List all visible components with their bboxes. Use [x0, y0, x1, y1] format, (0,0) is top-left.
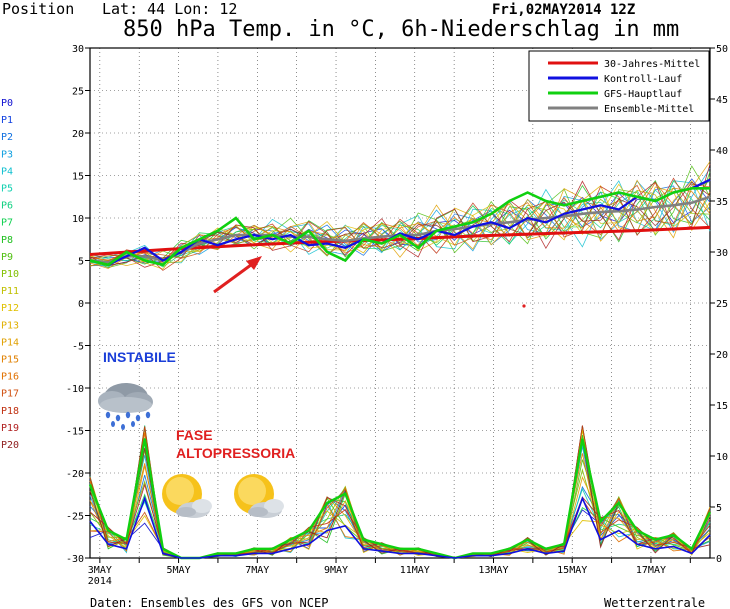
footer-source: Daten: Ensembles des GFS von NCEP [90, 596, 328, 609]
y-right-tick-label: 45 [716, 95, 728, 106]
series-30yr-mean [89, 225, 711, 256]
y-left-tick-label: 30 [72, 44, 84, 55]
main-series-lines [89, 178, 711, 267]
member-label-p6: P6 [1, 201, 13, 212]
y-left-tick-label: -5 [72, 342, 84, 353]
ensemble-member-line-p6 [89, 181, 711, 261]
annotation-fase: FASE [176, 427, 213, 443]
member-label-p8: P8 [1, 235, 13, 246]
y-right-tick-label: 5 [716, 503, 722, 514]
grid [90, 47, 710, 559]
member-label-p10: P10 [1, 269, 19, 280]
legend-label: 30-Jahres-Mittel [604, 59, 700, 70]
y-right-tick-label: 50 [716, 44, 728, 55]
annotation-altopressoria: ALTOPRESSORIA [176, 445, 295, 461]
y-left-tick-label: -25 [66, 512, 84, 523]
precip-line-control [89, 495, 711, 559]
y-left-tick-label: 5 [78, 257, 84, 268]
series-ensemble-mean [89, 195, 711, 264]
member-label-p2: P2 [1, 132, 13, 143]
member-label-p1: P1 [1, 115, 13, 126]
x-tick-sublabel: 2014 [88, 576, 112, 587]
annotation-arrow [213, 256, 262, 294]
legend-label: Kontroll-Lauf [604, 74, 682, 85]
member-label-p7: P7 [1, 218, 13, 229]
precip-dot [522, 304, 526, 308]
member-label-p3: P3 [1, 149, 13, 160]
axes: 302520151050-5-10-15-20-25-3050454035302… [66, 44, 728, 587]
x-tick-label: 11MAY [400, 565, 430, 576]
member-label-p9: P9 [1, 252, 13, 263]
member-label-p4: P4 [1, 166, 13, 177]
ensemble-member-line-p14 [89, 161, 711, 267]
y-left-tick-label: 0 [78, 299, 84, 310]
y-left-tick-label: -10 [66, 384, 84, 395]
annotation-instabile: INSTABILE [103, 349, 176, 365]
x-tick-label: 5MAY [167, 565, 191, 576]
member-label-p19: P19 [1, 423, 19, 434]
y-right-tick-label: 35 [716, 197, 728, 208]
x-tick-label: 7MAY [245, 565, 269, 576]
rain-cloud-icon [98, 383, 153, 430]
member-label-p14: P14 [1, 337, 19, 348]
lat-lon-label: Lat: 44 Lon: 12 [102, 0, 237, 18]
member-label-p15: P15 [1, 355, 19, 366]
legend-label: Ensemble-Mittel [604, 104, 694, 115]
run-timestamp: Fri,02MAY2014 12Z [492, 2, 635, 18]
member-label-p0: P0 [1, 98, 13, 109]
ensemble-member-lines [89, 161, 711, 271]
y-right-tick-label: 25 [716, 299, 728, 310]
x-tick-label: 15MAY [557, 565, 587, 576]
x-tick-label: 17MAY [636, 565, 666, 576]
y-left-tick-label: -20 [66, 469, 84, 480]
member-label-p20: P20 [1, 440, 19, 451]
chart-title: 850 hPa Temp. in °C, 6h-Niederschlag in … [123, 17, 679, 42]
y-right-tick-label: 20 [716, 350, 728, 361]
y-right-tick-label: 0 [716, 554, 722, 565]
y-right-tick-label: 10 [716, 452, 728, 463]
member-label-p18: P18 [1, 406, 19, 417]
member-label-p16: P16 [1, 372, 19, 383]
series-gfs-main [89, 187, 710, 267]
member-label-p13: P13 [1, 320, 19, 331]
y-right-tick-label: 40 [716, 146, 728, 157]
y-left-tick-label: 10 [72, 214, 84, 225]
y-right-tick-label: 15 [716, 401, 728, 412]
y-right-tick-label: 30 [716, 248, 728, 259]
plot-frame [89, 47, 711, 559]
legend-label: GFS-Hauptlauf [604, 89, 682, 100]
precipitation-lines [88, 425, 712, 560]
x-tick-label: 13MAY [478, 565, 508, 576]
y-left-tick-label: 20 [72, 129, 84, 140]
ensemble-member-line-p13 [89, 185, 711, 270]
footer-brand: Wetterzentrale [604, 596, 705, 609]
y-left-tick-label: -15 [66, 427, 84, 438]
member-label-list: P0 P1 P2 P3 P4 P5 P6 P7 P8 P9 P10 P11 P12 P13 P14 P15 P1… [1, 98, 19, 451]
x-tick-label: 9MAY [324, 565, 348, 576]
member-label-p11: P11 [1, 286, 19, 297]
sun-cloud-icon [234, 474, 284, 518]
member-label-p17: P17 [1, 389, 19, 400]
y-left-tick-label: -30 [66, 554, 84, 565]
sun-cloud-icon [162, 474, 212, 518]
position-label: Position [2, 0, 74, 18]
y-left-tick-label: 15 [72, 172, 84, 183]
member-label-p12: P12 [1, 303, 19, 314]
x-tick-label: 3MAY [88, 565, 112, 576]
y-left-tick-label: 25 [72, 87, 84, 98]
legend: 30-Jahres-Mittel Kontroll-Lauf GFS-Hauptla… [528, 50, 710, 122]
member-label-p5: P5 [1, 184, 13, 195]
